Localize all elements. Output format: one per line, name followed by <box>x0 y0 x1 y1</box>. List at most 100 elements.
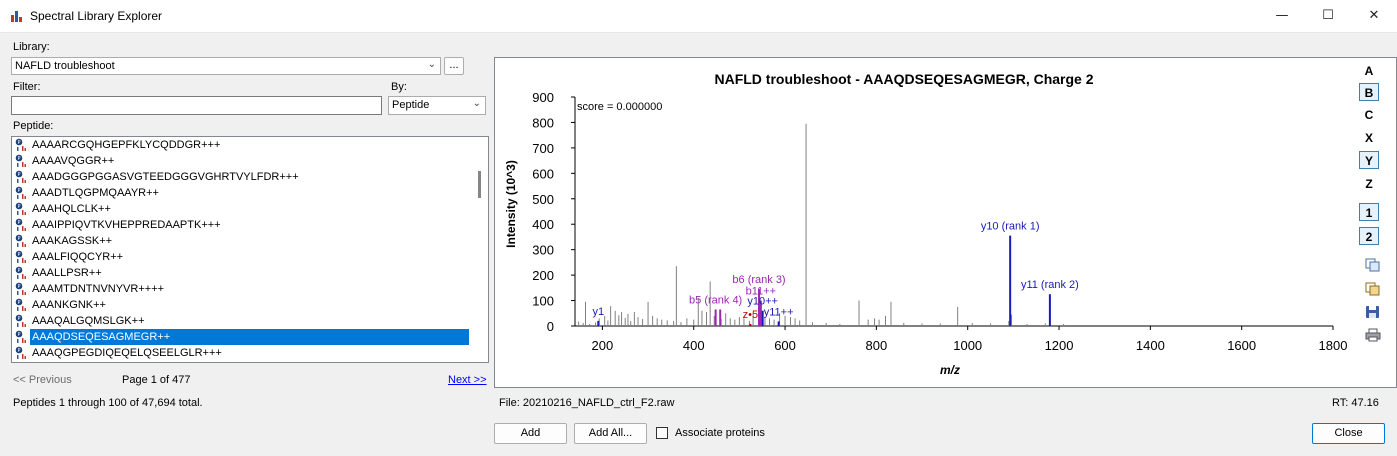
associate-proteins-checkbox[interactable] <box>656 427 668 439</box>
peptide-sequence: AAAQALGQMSLGK++ <box>32 315 145 327</box>
svg-text:P: P <box>17 140 20 146</box>
y-tick-label: 100 <box>532 294 554 309</box>
peptide-list[interactable]: P AAAARCGQHGEPFKLYCQDDGR+++ P AAAAVQGGR++ P A… <box>11 136 489 363</box>
library-select[interactable]: NAFLD troubleshoot ⌄ <box>11 57 441 75</box>
list-item[interactable]: P AAANKGNK++ <box>12 297 471 313</box>
peptide-sequence: AAAQDSEQESAGMEGR++ <box>30 329 469 345</box>
peptide-icon: P <box>15 234 26 247</box>
ion-toggle-2[interactable]: 2 <box>1359 227 1379 245</box>
peptide-label: Peptide: <box>13 120 54 132</box>
peak-label: y1 <box>592 306 604 318</box>
library-value: NAFLD troubleshoot <box>15 60 115 72</box>
minimize-button[interactable]: — <box>1275 8 1289 23</box>
svg-text:P: P <box>17 156 20 162</box>
svg-text:P: P <box>17 188 20 194</box>
peptide-sequence: AAAKAGSSK++ <box>32 235 113 247</box>
list-item[interactable]: P AAAQGPEGDIQEQELQSEELGLR+++ <box>12 345 471 361</box>
list-item[interactable]: P AAAQDSEQESAGMEGR++ <box>12 329 471 345</box>
svg-text:P: P <box>17 220 20 226</box>
associate-proteins-label[interactable]: Associate proteins <box>675 427 765 439</box>
close-window-button[interactable]: ✕ <box>1368 8 1380 23</box>
ion-toggle-b[interactable]: B <box>1359 83 1379 101</box>
list-item[interactable]: P AAALLPSR++ <box>12 265 471 281</box>
peak-label: y10 (rank 1) <box>981 221 1040 233</box>
list-item[interactable]: P AAADTLQGPMQAAYR++ <box>12 185 471 201</box>
peptide-icon: P <box>15 266 26 279</box>
ion-toggle-a[interactable]: A <box>1364 64 1374 78</box>
list-item[interactable]: P AAAHQLCLK++ <box>12 201 471 217</box>
y-axis-label: Intensity (10^3) <box>504 160 518 248</box>
svg-text:P: P <box>17 268 20 274</box>
ion-toggle-1[interactable]: 1 <box>1359 203 1379 221</box>
svg-text:P: P <box>17 236 20 242</box>
list-item[interactable]: P AAADGGGPGGASVGTEEDGGGVGHRTVYLFDR+++ <box>12 169 471 185</box>
x-tick-label: 1200 <box>1045 338 1074 353</box>
list-item[interactable]: P AAAKAGSSK++ <box>12 233 471 249</box>
peptide-icon: P <box>15 218 26 231</box>
chevron-down-icon: ⌄ <box>427 59 436 70</box>
svg-text:P: P <box>17 172 20 178</box>
peak-label: y11 (rank 2) <box>1021 279 1079 291</box>
filter-label: Filter: <box>13 81 41 93</box>
x-tick-label: 1600 <box>1227 338 1256 353</box>
peptide-sequence: AAALLPSR++ <box>32 267 102 279</box>
library-browse-button[interactable]: ... <box>444 57 464 75</box>
print-icon[interactable] <box>1365 328 1381 342</box>
list-item[interactable]: P AAAIPPIQVTKVHEPPREDAAPTK+++ <box>12 217 471 233</box>
next-page-link[interactable]: Next >> <box>448 374 487 386</box>
chevron-down-icon: ⌄ <box>472 98 481 109</box>
x-tick-label: 1000 <box>953 338 982 353</box>
y-tick-label: 200 <box>532 268 554 283</box>
peptide-icon: P <box>15 202 26 215</box>
peptide-icon: P <box>15 314 26 327</box>
peptide-icon: P <box>15 330 26 343</box>
peptide-sequence: AAAARCGQHGEPFKLYCQDDGR+++ <box>32 139 221 151</box>
by-label: By: <box>391 81 407 93</box>
save-icon[interactable] <box>1365 305 1381 319</box>
spectrum-chart[interactable]: NAFLD troubleshoot - AAAQDSEQESAGMEGR, C… <box>494 57 1397 388</box>
peptide-icon: P <box>15 170 26 183</box>
score-text: score = 0.000000 <box>577 101 662 113</box>
peptide-total-text: Peptides 1 through 100 of 47,694 total. <box>13 397 203 409</box>
list-item[interactable]: P AAALFIQQCYR++ <box>12 249 471 265</box>
retention-time-text: RT: 47.16 <box>1332 397 1379 409</box>
add-all-button[interactable]: Add All... <box>574 423 647 444</box>
peak-label: y10++ <box>747 296 778 308</box>
ion-toggle-c[interactable]: C <box>1364 108 1374 122</box>
x-tick-label: 600 <box>774 338 796 353</box>
peak-label: b11++ <box>746 286 776 298</box>
ion-toggle-z[interactable]: Z <box>1365 177 1373 191</box>
scrollbar-thumb[interactable] <box>478 171 481 198</box>
by-select[interactable]: Peptide ⌄ <box>388 96 486 115</box>
list-item[interactable]: P AAAARCGQHGEPFKLYCQDDGR+++ <box>12 137 471 153</box>
peptide-icon: P <box>15 250 26 263</box>
svg-text:P: P <box>17 284 20 290</box>
peptide-sequence: AAALFIQQCYR++ <box>32 251 124 263</box>
list-item[interactable]: P AAAQALGQMSLGK++ <box>12 313 471 329</box>
ion-toggle-y[interactable]: Y <box>1359 151 1379 169</box>
copy-icon[interactable] <box>1365 258 1381 272</box>
maximize-button[interactable]: ☐ <box>1322 8 1334 23</box>
y-tick-label: 600 <box>532 166 554 181</box>
close-button[interactable]: Close <box>1312 423 1385 444</box>
previous-page-link[interactable]: << Previous <box>13 374 72 386</box>
add-button[interactable]: Add <box>494 423 567 444</box>
peptide-sequence: AAAHQLCLK++ <box>32 203 111 215</box>
x-axis-label: m/z <box>940 363 960 377</box>
list-item[interactable]: P AAAAVQGGR++ <box>12 153 471 169</box>
library-label: Library: <box>13 41 50 53</box>
peptide-icon: P <box>15 138 26 151</box>
copy-data-icon[interactable] <box>1365 282 1381 296</box>
chart-title: NAFLD troubleshoot - AAAQDSEQESAGMEGR, C… <box>714 71 1093 87</box>
list-scrollbar[interactable] <box>471 137 488 362</box>
list-item[interactable]: P AAAMTDNTNVNYVR++++ <box>12 281 471 297</box>
filter-input[interactable] <box>11 96 382 115</box>
x-tick-label: 1800 <box>1319 338 1348 353</box>
svg-text:P: P <box>17 252 20 258</box>
page-indicator: Page 1 of 477 <box>122 374 191 386</box>
peptide-icon: P <box>15 154 26 167</box>
x-tick-label: 400 <box>683 338 705 353</box>
x-tick-label: 800 <box>866 338 888 353</box>
ion-toggle-x[interactable]: X <box>1364 131 1373 145</box>
peptide-icon: P <box>15 346 26 359</box>
